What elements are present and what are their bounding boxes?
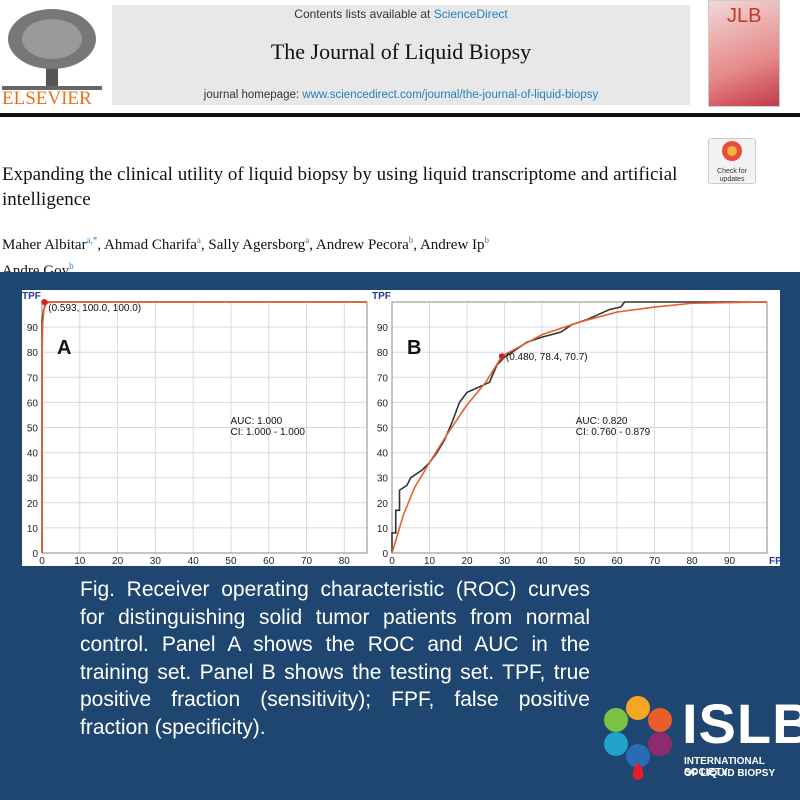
- x-tick-label: 0: [39, 556, 45, 567]
- journal-cover: JLB: [708, 0, 780, 107]
- y-tick-label: 10: [377, 524, 389, 535]
- homepage-prefix: journal homepage:: [203, 89, 303, 101]
- author-list: Maher Albitara,*Ahmad CharifaaSally Ager…: [2, 230, 642, 282]
- y-tick-label: 70: [377, 373, 389, 384]
- x-tick-label: 80: [339, 556, 351, 567]
- operating-point: [41, 299, 48, 305]
- operating-point-label: (0.593, 100.0, 100.0): [48, 303, 141, 314]
- society-line2: OF LIQUID BIOPSY: [684, 768, 776, 779]
- y-tick-label: 20: [377, 499, 389, 510]
- panel-label: A: [57, 337, 71, 359]
- y-tick-label: 60: [377, 398, 389, 409]
- header-rule: [0, 113, 800, 117]
- publisher-name: ELSEVIER: [2, 88, 92, 109]
- auc-annotation: AUC: 0.820: [576, 416, 628, 427]
- y-tick-label: 50: [27, 424, 39, 435]
- y-tick-label: 50: [377, 424, 389, 435]
- contents-line: Contents lists available at ScienceDirec…: [112, 7, 690, 21]
- auc-annotation: CI: 0.760 - 0.879: [576, 427, 651, 438]
- author: Ahmad Charifaa: [97, 235, 201, 253]
- x-tick-label: 20: [112, 556, 124, 567]
- roc-curve: [391, 301, 767, 553]
- author-name: Ahmad Charifa: [104, 237, 197, 253]
- author-affiliation: b: [408, 235, 414, 245]
- x-tick-label: 40: [536, 556, 548, 567]
- x-tick-label: 60: [611, 556, 623, 567]
- x-tick-label: 20: [461, 556, 473, 567]
- caption: Fig. Receiver operating characteristic (…: [80, 578, 590, 739]
- tree-icon: [2, 9, 102, 90]
- y-tick-label: 70: [27, 373, 39, 384]
- x-tick-label: 50: [225, 556, 237, 567]
- publisher-logo: ELSEVIER: [2, 4, 102, 109]
- author-name: Maher Albitar: [2, 237, 87, 253]
- y-tick-label: 10: [27, 524, 39, 535]
- society-name: ISLB: [682, 692, 800, 755]
- y-tick-label: 80: [377, 348, 389, 359]
- y-axis-label: TPF: [372, 291, 391, 302]
- contents-prefix: Contents lists available at: [294, 7, 434, 21]
- x-tick-label: 50: [574, 556, 586, 567]
- author-affiliation: b: [484, 235, 490, 245]
- author-affiliation: a,*: [86, 235, 98, 245]
- y-tick-label: 90: [377, 323, 389, 334]
- roc-curve: [41, 301, 367, 554]
- check-badge[interactable]: Check for updates: [708, 138, 756, 184]
- homepage-link[interactable]: www.sciencedirect.com/journal/the-journa…: [302, 89, 599, 101]
- chart-panel: 0 10 20 30 40 50 60 70 80 90 0 10 20 30 40 50 60 70 80 TPF (…: [22, 290, 370, 567]
- operating-point: [498, 353, 505, 360]
- auc-annotation: AUC: 1.000: [231, 416, 283, 427]
- author-name: Sally Agersborg: [208, 237, 306, 253]
- y-tick-label: 30: [27, 474, 39, 485]
- society-line1: INTERNATIONAL SOCIETY: [684, 756, 765, 778]
- author-affiliation: a: [196, 235, 201, 245]
- plot-frame: [391, 301, 768, 554]
- y-tick-label: 0: [32, 549, 38, 560]
- x-tick-label: 40: [188, 556, 200, 567]
- homepage-line: journal homepage: www.sciencedirect.com/…: [112, 89, 690, 101]
- journal-box: Contents lists available at ScienceDirec…: [112, 5, 690, 105]
- x-tick-label: 30: [150, 556, 162, 567]
- x-tick-label: 10: [424, 556, 436, 567]
- journal-title: The Journal of Liquid Biopsy: [270, 39, 532, 64]
- x-tick-label: 80: [686, 556, 698, 567]
- x-tick-label: 70: [301, 556, 313, 567]
- charts: 0 10 20 30 40 50 60 70 80 90 0 10 20 30 40 50 60 70 80 TPF (…: [22, 290, 782, 567]
- auc-annotation: CI: 1.000 - 1.000: [231, 427, 306, 438]
- author: Sally Agersborga: [201, 235, 310, 253]
- panel-label: B: [407, 337, 421, 359]
- y-tick-label: 80: [27, 348, 39, 359]
- author-affiliation: a: [305, 235, 310, 245]
- y-tick-label: 40: [377, 449, 389, 460]
- cover-title: JLB: [727, 5, 762, 27]
- chart-panel: 0 10 20 30 40 50 60 70 80 90 0 10 20 30 40 50 60 70 80 90 TP…: [370, 290, 782, 567]
- operating-point-label: (0.480, 78.4, 70.7): [506, 352, 588, 363]
- author-name: Andrew Ip: [419, 237, 485, 253]
- y-tick-label: 40: [27, 449, 39, 460]
- society-flower: [604, 696, 672, 780]
- y-tick-label: 20: [27, 499, 39, 510]
- author-affiliation: b: [69, 261, 74, 271]
- badge-icon: [722, 141, 742, 161]
- y-tick-label: 60: [27, 398, 39, 409]
- author: Andrew Pecorab: [309, 235, 414, 253]
- author: Maher Albitara,*: [2, 235, 98, 253]
- y-tick-label: 30: [377, 474, 389, 485]
- sciencedirect-link[interactable]: ScienceDirect: [433, 7, 508, 21]
- author-name: Andrew Pecora: [315, 237, 409, 253]
- article-title: Expanding the clinical utility of liquid…: [2, 164, 678, 210]
- x-tick-label: 70: [649, 556, 661, 567]
- x-tick-label: 30: [499, 556, 511, 567]
- x-tick-label: 0: [389, 556, 395, 567]
- badge-text: Check for updates: [717, 168, 747, 183]
- y-tick-label: 90: [27, 323, 39, 334]
- x-tick-label: 90: [724, 556, 736, 567]
- y-tick-label: 0: [382, 549, 388, 560]
- x-tick-label: 60: [263, 556, 275, 567]
- author: Andrew Ipb: [413, 235, 490, 253]
- x-tick-label: 10: [74, 556, 86, 567]
- y-axis-label: TPF: [22, 291, 41, 302]
- x-axis-label: FPF: [769, 556, 782, 567]
